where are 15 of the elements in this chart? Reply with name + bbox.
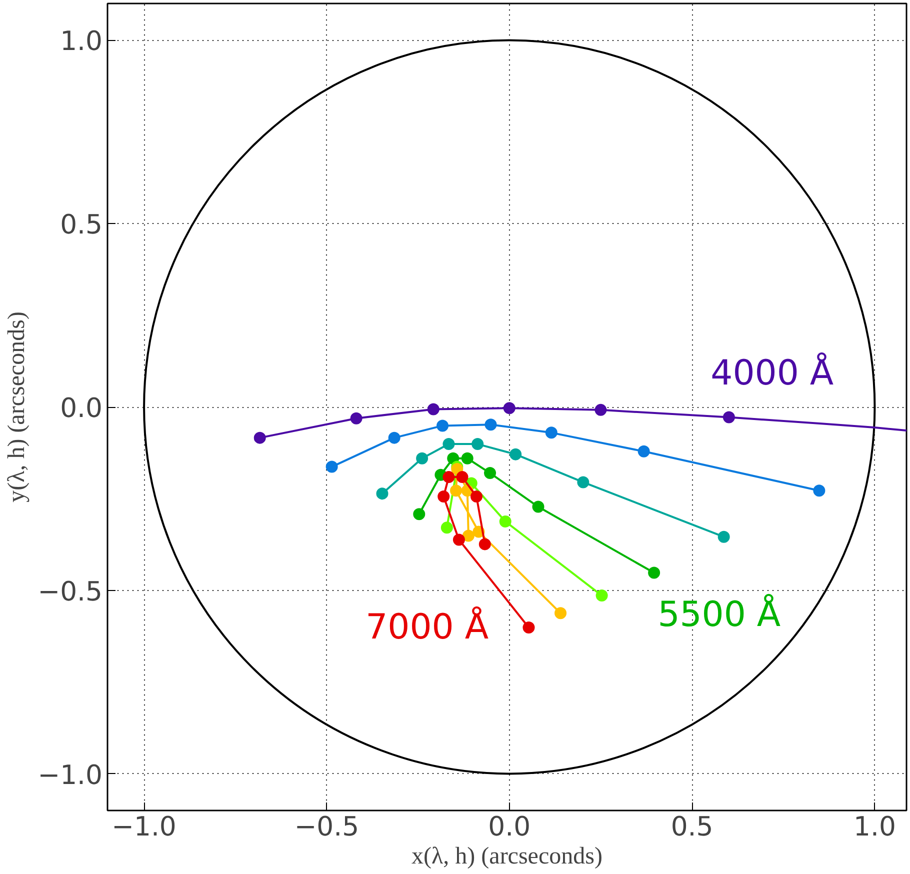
y-tick-label: −0.5: [38, 576, 103, 608]
x-tick-label: 0.0: [488, 812, 531, 842]
x-tick-label: −1.0: [112, 812, 176, 842]
y-tick-label: −1.0: [38, 760, 103, 791]
series-label: 5500 Å: [658, 592, 781, 635]
y-tick-label: 1.0: [60, 26, 103, 58]
y-tick-label: 0.5: [60, 210, 103, 241]
y-tick-label: 0.0: [60, 393, 103, 424]
series-label: 7000 Å: [366, 605, 489, 648]
x-axis-title: x(λ, h) (arcseconds): [412, 844, 602, 870]
x-tick-label: 0.5: [670, 812, 714, 842]
series-label: 4000 Å: [710, 351, 834, 394]
x-tick-label: 1.0: [854, 812, 896, 842]
y-axis-title: y(λ, h) (arcseconds): [4, 312, 30, 502]
x-tick-label: −0.5: [294, 812, 360, 842]
